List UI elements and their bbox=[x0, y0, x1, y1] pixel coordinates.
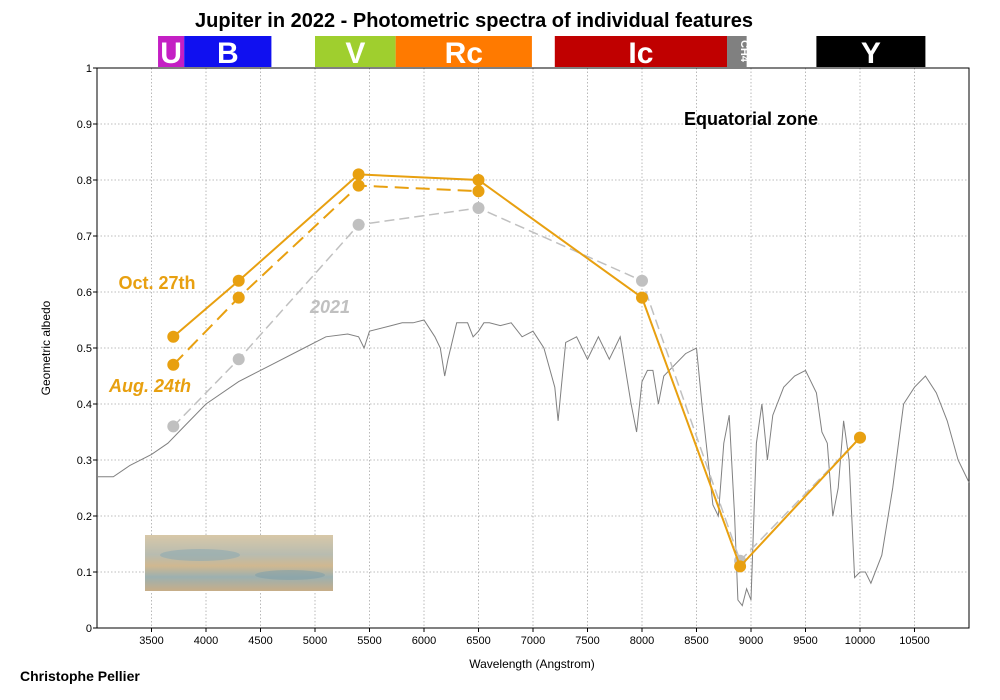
x-tick-label: 4500 bbox=[248, 635, 272, 647]
thumbnail-feature bbox=[160, 549, 240, 561]
y-axis-ticks: 0 0.1 0.2 0.3 0.4 0.5 0.6 0.7 0.8 0.9 1 bbox=[77, 63, 97, 635]
band-label-ch4: CH4 bbox=[738, 40, 750, 63]
data-point bbox=[734, 560, 747, 573]
x-tick-label: 3500 bbox=[139, 635, 163, 647]
y-tick-label: 0.2 bbox=[77, 511, 92, 523]
y-tick-label: 0.4 bbox=[77, 399, 92, 411]
label-2021: 2021 bbox=[309, 297, 350, 317]
data-point bbox=[472, 174, 485, 186]
y-tick-label: 0.7 bbox=[77, 231, 92, 243]
data-point bbox=[636, 274, 648, 287]
data-point bbox=[232, 274, 245, 287]
zone-annotation: Equatorial zone bbox=[684, 109, 818, 129]
y-tick-label: 0.3 bbox=[77, 455, 92, 467]
band-rc bbox=[395, 36, 532, 67]
y-tick-label: 0.8 bbox=[77, 175, 92, 187]
series-line-2021 bbox=[172, 207, 861, 563]
y-tick-label: 0.5 bbox=[77, 343, 92, 355]
y-tick-label: 0 bbox=[86, 623, 92, 635]
series-line-aug-24th bbox=[172, 184, 479, 366]
x-tick-label: 7000 bbox=[521, 635, 545, 647]
label-oct-27th: Oct. 27th bbox=[118, 273, 195, 293]
chart-title: Jupiter in 2022 - Photometric spectra of… bbox=[195, 10, 753, 32]
x-tick-label: 9000 bbox=[739, 635, 763, 647]
band-ch4 bbox=[727, 36, 747, 67]
data-point bbox=[352, 168, 365, 181]
band-label-rc: Rc bbox=[445, 37, 483, 70]
data-point bbox=[854, 431, 866, 444]
grid bbox=[97, 67, 969, 629]
reference-spectrum-line bbox=[97, 319, 970, 607]
filter-bands: U B V Rc Ic CH4 Y bbox=[158, 36, 926, 70]
x-tick-label: 5000 bbox=[303, 635, 327, 647]
thumbnail-feature bbox=[255, 570, 325, 580]
data-point bbox=[167, 330, 180, 343]
x-tick-label: 6000 bbox=[412, 635, 436, 647]
band-y bbox=[816, 36, 926, 67]
band-label-v: V bbox=[345, 37, 365, 70]
x-axis-label: Wavelength (Angstrom) bbox=[469, 657, 595, 671]
author-credit: Christophe Pellier bbox=[20, 668, 140, 684]
y-axis-label: Geometric albedo bbox=[39, 300, 53, 395]
y-tick-label: 0.9 bbox=[77, 119, 92, 131]
band-u bbox=[158, 36, 185, 67]
data-point bbox=[232, 353, 245, 366]
band-label-u: U bbox=[160, 37, 182, 70]
data-point bbox=[636, 291, 648, 304]
y-tick-label: 1 bbox=[86, 63, 92, 75]
jupiter-thumbnail-image bbox=[145, 535, 333, 591]
x-tick-label: 8000 bbox=[630, 635, 654, 647]
thumbnail-band bbox=[145, 535, 333, 591]
data-point bbox=[167, 358, 180, 371]
band-v bbox=[315, 36, 396, 67]
band-label-ic: Ic bbox=[628, 37, 653, 70]
x-tick-label: 8500 bbox=[684, 635, 708, 647]
x-tick-label: 6500 bbox=[466, 635, 490, 647]
data-point bbox=[352, 218, 365, 231]
x-tick-label: 5500 bbox=[357, 635, 381, 647]
data-point bbox=[352, 179, 365, 192]
x-tick-label: 4000 bbox=[194, 635, 218, 647]
x-tick-label: 9500 bbox=[793, 635, 817, 647]
data-point bbox=[232, 291, 245, 304]
series-group bbox=[167, 168, 866, 573]
band-label-b: B bbox=[217, 37, 239, 70]
band-label-y: Y bbox=[861, 37, 881, 70]
x-tick-label: 10000 bbox=[845, 635, 876, 647]
x-tick-label: 10500 bbox=[899, 635, 930, 647]
x-tick-label: 7500 bbox=[575, 635, 599, 647]
y-tick-label: 0.6 bbox=[77, 287, 92, 299]
data-point bbox=[472, 185, 485, 198]
y-tick-label: 0.1 bbox=[77, 567, 92, 579]
data-point bbox=[472, 202, 485, 214]
series-line-oct-27th bbox=[172, 173, 861, 569]
band-ic bbox=[554, 36, 728, 67]
x-axis-ticks: 3500 4000 4500 5000 5500 6000 6500 7000 7500 8000… bbox=[139, 628, 930, 647]
label-aug-24th: Aug. 24th bbox=[108, 376, 191, 396]
data-point bbox=[167, 420, 180, 433]
band-b bbox=[184, 36, 272, 67]
